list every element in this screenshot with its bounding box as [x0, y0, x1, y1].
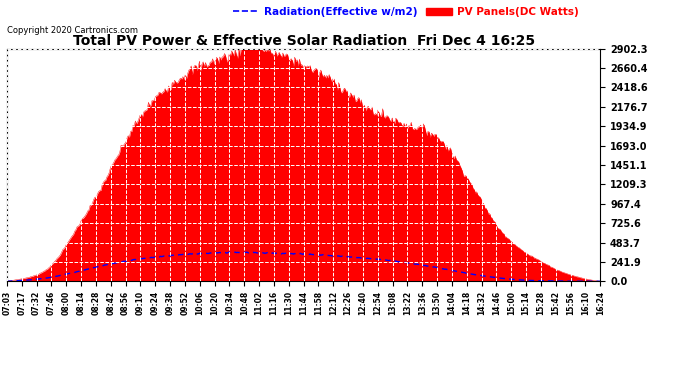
Text: Copyright 2020 Cartronics.com: Copyright 2020 Cartronics.com [7, 26, 138, 35]
Legend: Radiation(Effective w/m2), PV Panels(DC Watts): Radiation(Effective w/m2), PV Panels(DC … [229, 3, 583, 21]
Title: Total PV Power & Effective Solar Radiation  Fri Dec 4 16:25: Total PV Power & Effective Solar Radiati… [72, 34, 535, 48]
